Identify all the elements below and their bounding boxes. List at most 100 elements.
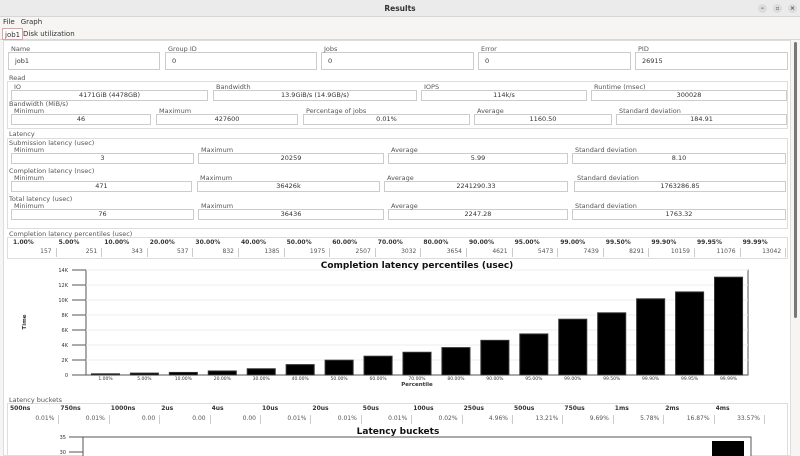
error-field[interactable]: 0 [478,52,631,70]
pid-field[interactable]: 26915 [635,52,788,70]
bw-3-field[interactable]: 1160.50 [474,114,612,125]
runtime-field[interactable]: 300028 [591,90,787,101]
latency-0-2-field[interactable]: 5.99 [388,153,568,164]
latency-0-0-field[interactable]: 3 [11,153,194,164]
bucket-header: 20us [312,405,329,412]
tab-bar: job1 Disk utilization [0,28,800,40]
iops-field[interactable]: 114k/s [421,90,587,101]
percentile-value: 1385 [239,248,285,257]
close-button[interactable]: × [788,4,797,13]
percentile-value: 11076 [695,248,741,257]
jobs-field[interactable]: 0 [321,52,474,70]
tab-disk-utilization[interactable]: Disk utilization [23,30,75,38]
latency-0-3-field[interactable]: 8.10 [572,153,786,164]
name-label: Name [11,45,33,53]
percentile-header: 20.00% [149,239,175,246]
menubar: File Graph [0,17,800,28]
percentile-header: 5.00% [58,239,80,246]
percentile-header: 99.95% [697,239,722,246]
bucket-header: 4ms [715,405,730,412]
bw-2-label: Percentage of jobs [306,107,369,115]
name-field[interactable]: job1 [8,52,160,70]
percentile-value: 157 [11,248,57,257]
latency-0-3-label: Standard deviation [575,146,639,154]
latency-0-0-label: Minimum [14,146,47,154]
latency-label: Latency [9,130,37,138]
percentile-value: 537 [148,248,194,257]
percentile-header: 90.00% [469,239,494,246]
bucket-value: 0.01% [311,415,362,424]
bw-0-field[interactable]: 46 [11,114,151,125]
percentile-value: 10159 [649,248,695,257]
bucket-header: 250us [463,405,484,412]
latency-group-label: Submission latency (usec) [9,139,97,147]
bucket-value: 0.00 [211,415,261,424]
runtime-label: Runtime (msec) [594,83,648,91]
latency-2-1-field[interactable]: 36436 [198,209,384,220]
latency-1-3-label: Standard deviation [577,174,641,182]
bucket-header: 1ms [614,405,629,412]
latency-2-0-field[interactable]: 76 [11,209,194,220]
window-titlebar: Results – ▫ × [0,0,800,17]
read-label: Read [9,74,28,82]
percentile-header: 40.00% [241,239,266,246]
percentile-header: 60.00% [332,239,358,246]
latency-1-0-field[interactable]: 471 [11,181,192,192]
latency-2-3-field[interactable]: 1763.32 [572,209,786,220]
tab-job1[interactable]: job1 [2,28,24,40]
iops-label: IOPS [424,83,442,91]
latency-0-1-field[interactable]: 20259 [198,153,384,164]
percentile-value: 3654 [421,248,467,257]
bw-4-field[interactable]: 184.91 [616,114,787,125]
percentile-header: 99.99% [742,239,768,246]
bucket-value: 4.96% [463,415,513,424]
bucket-value: 0.00 [110,415,161,424]
buckets-label: Latency buckets [9,396,65,404]
latency-1-3-field[interactable]: 1763286.85 [574,181,786,192]
percentiles-label: Completion latency percentiles (usec) [9,230,135,238]
bucket-header: 500us [514,405,535,412]
latency-group [7,138,788,229]
scrollbar-thumb[interactable] [794,42,797,318]
io-label: IO [14,83,24,91]
percentile-header: 80.00% [423,239,449,246]
bucket-header: 500ns [10,405,31,412]
latency-1-2-field[interactable]: 2241290.33 [384,181,568,192]
bandwidth-field[interactable]: 13.9GiB/s (14.9GB/s) [213,90,417,101]
bandwidth-label: Bandwidth [216,83,253,91]
read-group [7,81,788,129]
latency-2-2-field[interactable]: 2247.28 [388,209,568,220]
results-panel: job1 Name 0 Group ID 0 Jobs 0 Error 26915 PID Read… [3,40,791,456]
io-field[interactable]: 4171GiB (4478GB) [11,90,208,101]
bucket-header: 100us [413,405,434,412]
percentile-value: 3032 [376,248,422,257]
percentile-value: 1975 [285,248,331,257]
group-id-label: Group ID [168,45,199,53]
group-id-field[interactable]: 0 [165,52,317,70]
percentile-header: 10.00% [104,239,130,246]
latency-group-label: Completion latency (nsec) [9,167,97,175]
bw-0-label: Minimum [14,107,47,115]
percentile-value: 832 [193,248,239,257]
percentile-value: 251 [57,248,103,257]
bucket-header: 750ns [60,405,81,412]
maximize-button[interactable]: ▫ [773,4,782,13]
menu-file[interactable]: File [3,18,15,26]
percentile-value: 343 [102,248,148,257]
minimize-button[interactable]: – [758,4,767,13]
percentile-header: 1.00% [13,239,34,246]
latency-2-2-label: Average [391,202,420,210]
bucket-header: 10us [262,405,279,412]
bw-1-field[interactable]: 427600 [156,114,298,125]
latency-1-2-label: Average [387,174,416,182]
bucket-header: 50us [362,405,379,412]
latency-0-2-label: Average [391,146,420,154]
bucket-value: 5.78% [614,415,665,424]
percentile-header: 99.50% [605,239,631,246]
bucket-header: 2ms [665,405,680,412]
bucket-header: 4us [211,405,224,412]
menu-graph[interactable]: Graph [20,18,43,26]
bw-2-field[interactable]: 0.01% [303,114,470,125]
percentile-value: 8291 [604,248,650,257]
latency-1-1-field[interactable]: 36426k [197,181,380,192]
